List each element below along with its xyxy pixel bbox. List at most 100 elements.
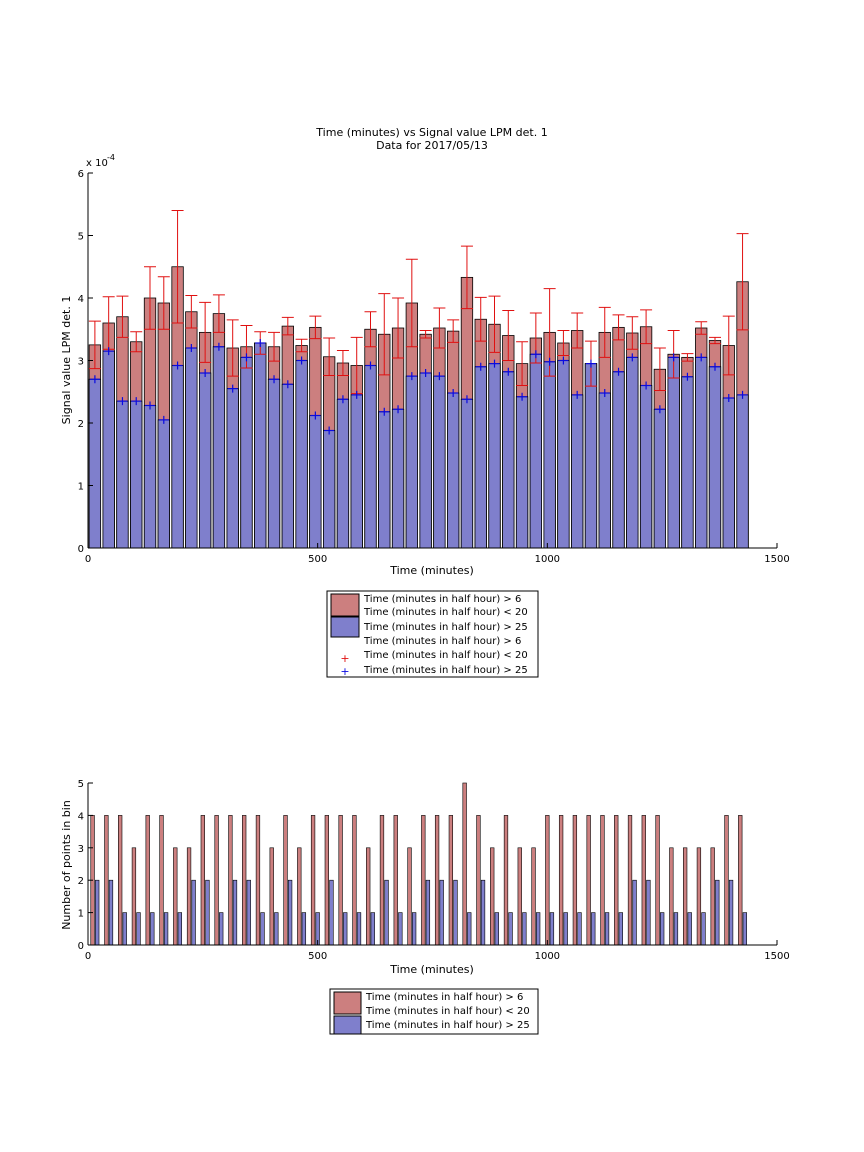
count-bar-blue — [287, 879, 293, 946]
bar-blue — [116, 400, 129, 549]
count-bar-red — [558, 815, 564, 946]
count-bar-red — [696, 847, 702, 946]
bar-blue — [695, 356, 708, 549]
count-bar-blue — [494, 912, 499, 946]
count-bar-red — [517, 847, 522, 946]
bar-blue — [336, 398, 350, 549]
bar-blue — [447, 392, 460, 549]
bar-blue — [391, 408, 405, 549]
count-bar-red — [393, 815, 398, 946]
count-bar-red — [627, 815, 633, 946]
c1-legend-marker-red: + — [340, 652, 349, 665]
c2-legend-box — [329, 988, 539, 1035]
count-bar-blue — [122, 912, 127, 946]
c2-y-tick-label: 2 — [78, 876, 84, 887]
bar-blue — [529, 353, 542, 549]
count-bar-red — [186, 847, 192, 946]
c1-legend-box — [326, 590, 539, 678]
c2-legend-label-red-1: Time (minutes in half hour) > 6 — [365, 992, 523, 1003]
count-bar-red — [118, 815, 123, 946]
count-bar-red — [310, 815, 316, 946]
c1-y-tick-label: 6 — [78, 169, 84, 180]
c1-y-tick-label: 0 — [78, 544, 84, 555]
c1-y-tick-label: 1 — [78, 482, 84, 493]
count-bar-blue — [232, 879, 238, 946]
bar-blue — [584, 363, 598, 549]
bar-blue — [736, 394, 749, 549]
c2-legend-swatch-red — [333, 991, 362, 1015]
bar-blue — [543, 361, 556, 549]
count-bar-red — [545, 815, 550, 946]
c2-y-tick-label: 5 — [78, 779, 84, 790]
c1-legend-label-blue: Time (minutes in half hour) > 25 — [363, 622, 528, 633]
count-bar-red — [614, 815, 619, 946]
count-bar-red — [145, 815, 150, 946]
count-bar-red — [200, 815, 205, 946]
count-bar-blue — [660, 912, 665, 946]
c1-legend-label-rederr-2: Time (minutes in half hour) < 20 — [363, 650, 528, 661]
count-bar-blue — [260, 912, 265, 946]
c1-x-tick-label: 1500 — [764, 554, 789, 565]
c1-y-tick-label: 3 — [78, 357, 84, 368]
count-bar-blue — [632, 879, 637, 946]
signal-chart: Time (minutes) vs Signal value LPM det. … — [60, 126, 790, 678]
c2-x-tick-label: 0 — [85, 951, 91, 962]
c2-legend-label-blue: Time (minutes in half hour) > 25 — [365, 1020, 530, 1031]
bar-blue — [405, 375, 418, 549]
c1-legend-swatch-red — [330, 593, 360, 617]
count-bar-blue — [687, 912, 692, 946]
y-exponent-power: -4 — [107, 153, 115, 162]
bar-blue — [185, 347, 198, 549]
count-bar-red — [269, 847, 274, 946]
count-bar-blue — [411, 912, 417, 946]
count-bar-blue — [618, 912, 623, 946]
bar-blue — [488, 363, 501, 549]
count-bar-blue — [673, 912, 679, 946]
count-bar-blue — [425, 879, 431, 946]
count-bar-red — [159, 815, 164, 946]
y-exponent: x 10 -4 — [86, 153, 115, 169]
bar-blue — [667, 356, 680, 549]
count-bar-blue — [108, 879, 114, 946]
c1-legend-label-red-2: Time (minutes in half hour) < 20 — [363, 607, 528, 618]
count-bar-red — [448, 815, 454, 946]
count-bar-blue — [329, 879, 334, 946]
bar-blue — [722, 397, 735, 549]
count-bar-blue — [136, 912, 141, 946]
c1-axes: 0 500 1000 1500 0 1 2 3 4 5 6 — [78, 169, 790, 565]
bar-blue — [157, 419, 170, 549]
bar-blue — [226, 388, 239, 549]
count-bar-blue — [384, 879, 389, 946]
c2-legend: Time (minutes in half hour) > 6 Time (mi… — [329, 988, 539, 1035]
count-bar-blue — [522, 912, 527, 946]
bar-blue — [460, 398, 474, 549]
count-bar-red — [490, 847, 495, 946]
bar-blue — [323, 430, 336, 549]
count-bar-red — [104, 815, 109, 946]
count-bar-blue — [453, 879, 458, 946]
count-bar-red — [738, 815, 743, 946]
bar-blue — [681, 376, 694, 549]
count-bar-blue — [480, 879, 486, 946]
bar-blue — [626, 356, 639, 549]
count-bar-red — [503, 815, 509, 946]
count-bar-red — [255, 815, 261, 946]
count-bar-red — [641, 815, 646, 946]
bar-blue — [433, 375, 446, 549]
c2-x-tick-label: 500 — [308, 951, 327, 962]
c2-y-tick-label: 4 — [78, 811, 84, 822]
bar-blue — [295, 360, 308, 549]
count-bar-blue — [356, 912, 362, 946]
count-bar-blue — [604, 912, 610, 946]
count-bar-blue — [95, 879, 100, 946]
count-bar-blue — [646, 879, 651, 946]
count-bar-red — [682, 847, 688, 946]
count-bar-blue — [591, 912, 596, 946]
count-bar-red — [297, 847, 302, 946]
c2-bars — [90, 782, 747, 946]
bar-blue — [88, 378, 102, 549]
count-bar-blue — [577, 912, 582, 946]
chart-title: Time (minutes) vs Signal value LPM det. … — [315, 126, 547, 139]
c2-y-tick-label: 3 — [78, 844, 84, 855]
